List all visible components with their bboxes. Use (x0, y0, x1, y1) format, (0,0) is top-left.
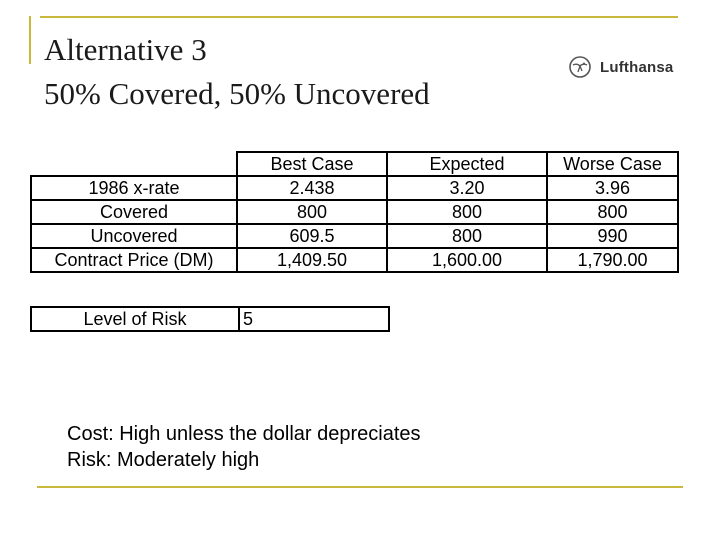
header-best-case: Best Case (236, 151, 388, 177)
risk-label: Level of Risk (30, 306, 240, 332)
table-cell: 2.438 (236, 175, 388, 201)
table-cell: 1,409.50 (236, 247, 388, 273)
row-label: 1986 x-rate (30, 175, 238, 201)
risk-table: Level of Risk 5 (30, 306, 390, 332)
table-cell: 1,790.00 (546, 247, 679, 273)
row-label: Covered (30, 199, 238, 225)
notes: Cost: High unless the dollar depreciates… (67, 421, 421, 473)
table-cell: 3.20 (386, 175, 548, 201)
bottom-rule (37, 486, 683, 488)
header-expected: Expected (386, 151, 548, 177)
table-cell: 609.5 (236, 223, 388, 249)
risk-note: Risk: Moderately high (67, 449, 260, 471)
lufthansa-crane-icon (568, 55, 592, 79)
slide-title: Alternative 3 50% Covered, 50% Uncovered (44, 28, 430, 116)
lufthansa-logo: Lufthansa (568, 54, 673, 80)
top-rule (40, 16, 678, 18)
corner-cell (31, 152, 238, 177)
table-cell: 3.96 (546, 175, 679, 201)
table-row: Covered 800 800 800 (30, 199, 679, 225)
table-row: 1986 x-rate 2.438 3.20 3.96 (30, 175, 679, 201)
table-cell: 800 (386, 199, 548, 225)
title-line-2: 50% Covered, 50% Uncovered (44, 76, 430, 111)
risk-value: 5 (238, 306, 390, 332)
table-cell: 1,600.00 (386, 247, 548, 273)
table-row: Uncovered 609.5 800 990 (30, 223, 679, 249)
header-row: Best Case Expected Worse Case (31, 151, 679, 177)
table-cell: 990 (546, 223, 679, 249)
cost-note: Cost: High unless the dollar depreciates (67, 423, 421, 445)
header-worse-case: Worse Case (546, 151, 679, 177)
row-label: Contract Price (DM) (30, 247, 238, 273)
scenario-table: Best Case Expected Worse Case 1986 x-rat… (30, 151, 679, 273)
logo-text: Lufthansa (600, 58, 674, 76)
table-cell: 800 (546, 199, 679, 225)
title-line-1: Alternative 3 (44, 32, 207, 67)
row-label: Uncovered (30, 223, 238, 249)
table-row: Contract Price (DM) 1,409.50 1,600.00 1,… (30, 247, 679, 273)
left-rule (29, 16, 31, 64)
risk-row: Level of Risk 5 (30, 306, 390, 332)
table-cell: 800 (386, 223, 548, 249)
table-cell: 800 (236, 199, 388, 225)
